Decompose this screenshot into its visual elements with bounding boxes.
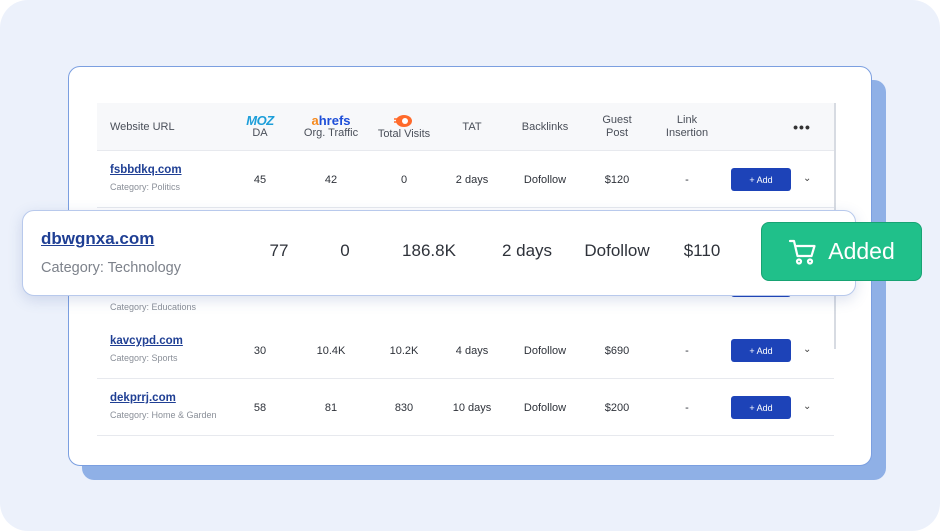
total-visits-value: 10.2K (389, 344, 419, 357)
more-options-icon[interactable]: ••• (793, 118, 811, 135)
tat-value: 10 days (452, 401, 492, 414)
highlight-guest-post-value: $110 (683, 241, 721, 260)
highlight-site-category: Category: Technology (41, 260, 181, 276)
highlight-backlinks-value: Dofollow (584, 241, 650, 260)
guest-post-value: $200 (604, 401, 630, 414)
org-traffic-value: 42 (324, 173, 338, 186)
semrush-logo-icon (394, 114, 412, 127)
add-button[interactable]: + Add (731, 168, 791, 191)
header-link-insertion: Link Insertion (665, 114, 709, 139)
table-row: fsbbdkq.com Category: Politics 45 42 0 2… (97, 151, 834, 208)
ahrefs-logo-icon: ahrefs (311, 113, 351, 128)
tat-value: 2 days (455, 173, 489, 186)
total-visits-value: 830 (394, 401, 414, 414)
highlight-site-link[interactable]: dbwgnxa.com (41, 229, 155, 248)
header-da: MOZ DA (246, 113, 274, 139)
org-traffic-value: 81 (324, 401, 338, 414)
backlinks-value: Dofollow (523, 344, 567, 357)
header-backlinks: Backlinks (521, 120, 569, 133)
site-link[interactable]: kavcypd.com (110, 335, 183, 347)
highlight-tat-value: 2 days (501, 241, 553, 260)
table-row: kavcypd.com Category: Sports 30 10.4K 10… (97, 322, 834, 379)
backlinks-value: Dofollow (523, 173, 567, 186)
chevron-down-icon[interactable]: ⌄ (803, 401, 812, 412)
total-visits-value: 0 (400, 173, 408, 186)
table-row: dekprrj.com Category: Home & Garden 58 8… (97, 379, 834, 436)
link-insertion-value: - (685, 401, 689, 414)
site-category: Category: Politics (110, 182, 181, 192)
highlight-total-visits-value: 186.8K (402, 241, 456, 260)
highlight-org-traffic-value: 0 (340, 241, 350, 260)
highlight-da-value: 77 (269, 241, 289, 260)
link-insertion-value: - (685, 344, 689, 357)
site-category: Category: Educations (110, 302, 197, 312)
site-link[interactable]: fsbbdkq.com (110, 164, 182, 176)
da-value: 30 (253, 344, 267, 357)
site-cell: kavcypd.com Category: Sports (110, 335, 183, 363)
header-total-visits: Total Visits (365, 103, 443, 151)
da-value: 58 (253, 401, 267, 414)
chevron-down-icon[interactable]: ⌄ (803, 344, 812, 355)
site-category: Category: Sports (110, 353, 178, 363)
added-button[interactable]: Added (761, 222, 922, 281)
header-org-traffic: ahrefs Org. Traffic (303, 113, 359, 139)
guest-post-value: $690 (604, 344, 630, 357)
highlighted-row-card: dbwgnxa.com Category: Technology 77 0 18… (22, 210, 856, 296)
da-value: 45 (253, 173, 267, 186)
table-header: Website URL MOZ DA ahrefs Org. Traffic T… (97, 103, 834, 151)
cart-icon (789, 239, 816, 265)
chevron-down-icon[interactable]: ⌄ (803, 173, 812, 184)
site-cell: fsbbdkq.com Category: Politics (110, 164, 182, 192)
guest-post-value: $120 (604, 173, 630, 186)
site-category: Category: Home & Garden (110, 410, 217, 420)
added-label: Added (828, 238, 895, 264)
link-insertion-value: - (685, 173, 689, 186)
site-link[interactable]: dekprrj.com (110, 392, 176, 404)
header-tat: TAT (462, 120, 482, 133)
site-cell: dekprrj.com Category: Home & Garden (110, 392, 217, 420)
header-website-url: Website URL (110, 120, 175, 133)
header-guest-post: Guest Post (602, 114, 632, 139)
tat-value: 4 days (455, 344, 489, 357)
add-button[interactable]: + Add (731, 339, 791, 362)
add-button[interactable]: + Add (731, 396, 791, 419)
moz-logo-icon: MOZ (246, 113, 274, 128)
org-traffic-value: 10.4K (316, 344, 346, 357)
backlinks-value: Dofollow (523, 401, 567, 414)
